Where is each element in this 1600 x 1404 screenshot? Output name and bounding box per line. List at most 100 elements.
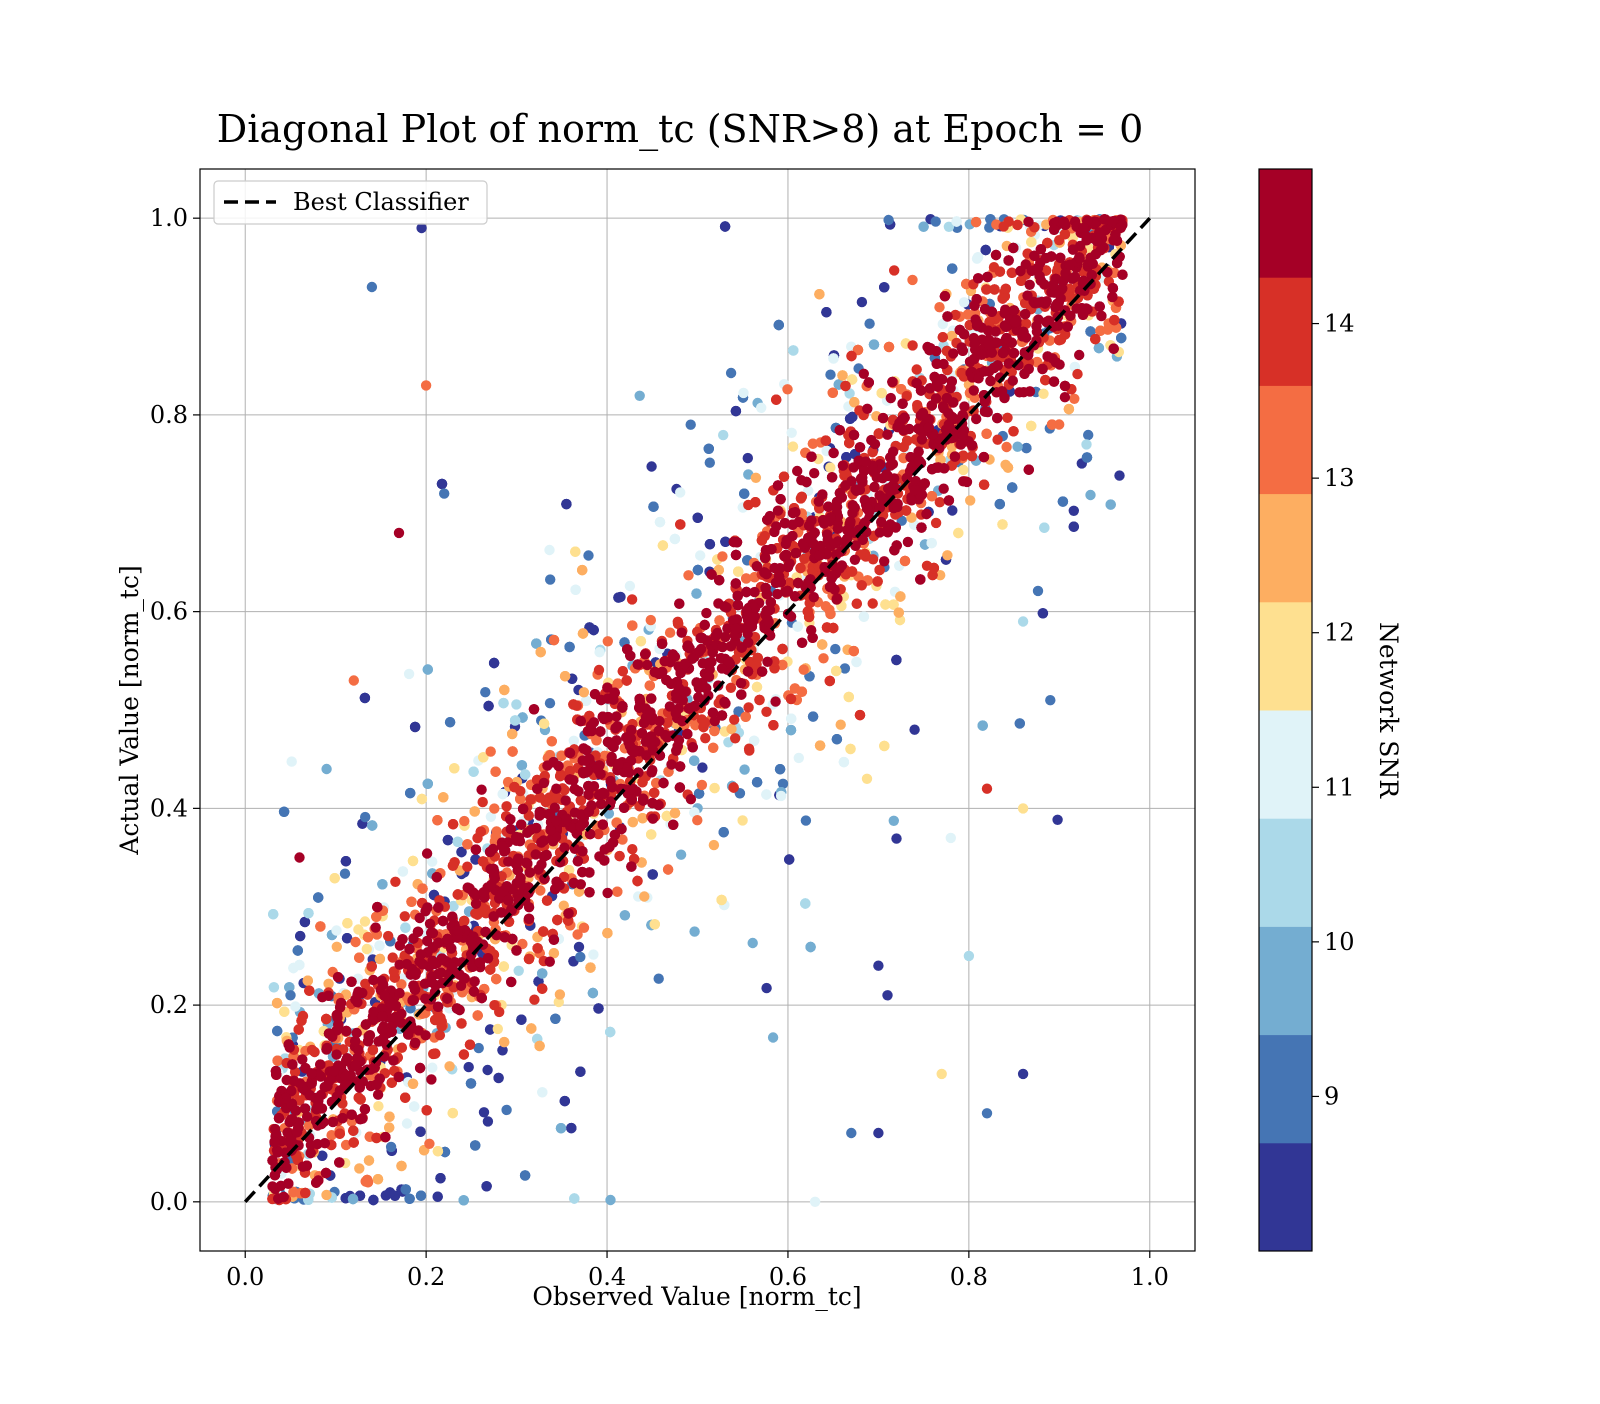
scatter-point (739, 489, 749, 499)
scatter-point (529, 995, 539, 1005)
scatter-point (912, 364, 922, 374)
scatter-point (444, 1061, 454, 1071)
scatter-point (700, 717, 710, 727)
scatter-point (883, 215, 893, 225)
scatter-point (731, 578, 741, 588)
scatter-point (868, 554, 878, 564)
scatter-point (612, 887, 622, 897)
scatter-point (1117, 270, 1127, 280)
scatter-point (585, 962, 595, 972)
scatter-point (566, 1123, 576, 1133)
scatter-point (537, 1087, 547, 1097)
scatter-point (435, 1173, 445, 1183)
scatter-point (1052, 815, 1062, 825)
scatter-point (459, 1049, 469, 1059)
scatter-point (868, 598, 878, 608)
scatter-point (806, 625, 816, 635)
scatter-point (978, 720, 988, 730)
scatter-point (708, 743, 718, 753)
scatter-point (404, 1194, 414, 1204)
scatter-point (422, 1105, 432, 1115)
scatter-point (739, 764, 749, 774)
scatter-point (396, 1161, 406, 1171)
scatter-point (743, 666, 753, 676)
scatter-point (605, 1027, 615, 1037)
scatter-point (825, 676, 835, 686)
scatter-point (622, 675, 632, 685)
scatter-point (1008, 426, 1018, 436)
scatter-point (666, 759, 676, 769)
scatter-point (478, 797, 488, 807)
scatter-point (627, 620, 637, 630)
scatter-point (348, 1194, 358, 1204)
scatter-point (720, 221, 730, 231)
scatter-point (971, 217, 981, 227)
scatter-point (859, 369, 869, 379)
scatter-point (1038, 608, 1048, 618)
scatter-point (443, 835, 453, 845)
scatter-point (935, 497, 945, 507)
scatter-point (1015, 718, 1025, 728)
scatter-point (321, 1190, 331, 1200)
scatter-point (797, 638, 807, 648)
scatter-point (697, 762, 707, 772)
scatter-point (397, 1043, 407, 1053)
scatter-point (836, 720, 846, 730)
scatter-point (405, 788, 415, 798)
scatter-point (689, 756, 699, 766)
scatter-point (368, 1195, 378, 1205)
scatter-point (846, 351, 856, 361)
scatter-point (398, 866, 408, 876)
scatter-point (501, 801, 511, 811)
scatter-point (959, 297, 969, 307)
scatter-point (423, 664, 433, 674)
scatter-point (915, 574, 925, 584)
scatter-point (831, 666, 841, 676)
scatter-point (927, 538, 937, 548)
scatter-point (331, 925, 341, 935)
scatter-point (360, 812, 370, 822)
scatter-point (394, 1072, 404, 1082)
scatter-point (654, 974, 664, 984)
scatter-point (383, 931, 393, 941)
scatter-point (1038, 389, 1048, 399)
scatter-point (857, 297, 867, 307)
scatter-point (537, 968, 547, 978)
scatter-point (675, 519, 685, 529)
scatter-point (627, 844, 637, 854)
scatter-point (438, 792, 448, 802)
scatter-point (417, 794, 427, 804)
scatter-point (815, 740, 825, 750)
scatter-point (818, 653, 828, 663)
scatter-point (363, 932, 373, 942)
scatter-point (761, 983, 771, 993)
scatter-point (272, 1056, 282, 1066)
scatter-point (555, 771, 565, 781)
scatter-point (404, 944, 414, 954)
scatter-point (743, 453, 753, 463)
scatter-point (491, 974, 501, 984)
scatter-point (1060, 392, 1070, 402)
scatter-point (728, 782, 738, 792)
scatter-point (524, 954, 534, 964)
scatter-point (483, 701, 493, 711)
scatter-point (377, 879, 387, 889)
scatter-point (384, 1112, 394, 1122)
scatter-point (459, 816, 469, 826)
scatter-point (828, 353, 838, 363)
scatter-point (367, 961, 377, 971)
scatter-point (851, 657, 861, 667)
scatter-point (549, 935, 559, 945)
scatter-point (542, 895, 552, 905)
scatter-point (279, 1007, 289, 1017)
scatter-point (354, 953, 364, 963)
scatter-point (494, 1007, 504, 1017)
scatter-point (726, 683, 736, 693)
scatter-point (423, 779, 433, 789)
scatter-point (526, 1023, 536, 1033)
scatter-point (705, 539, 715, 549)
scatter-point (718, 430, 728, 440)
scatter-point (857, 580, 867, 590)
scatter-point (995, 499, 1005, 509)
scatter-point (1026, 421, 1036, 431)
